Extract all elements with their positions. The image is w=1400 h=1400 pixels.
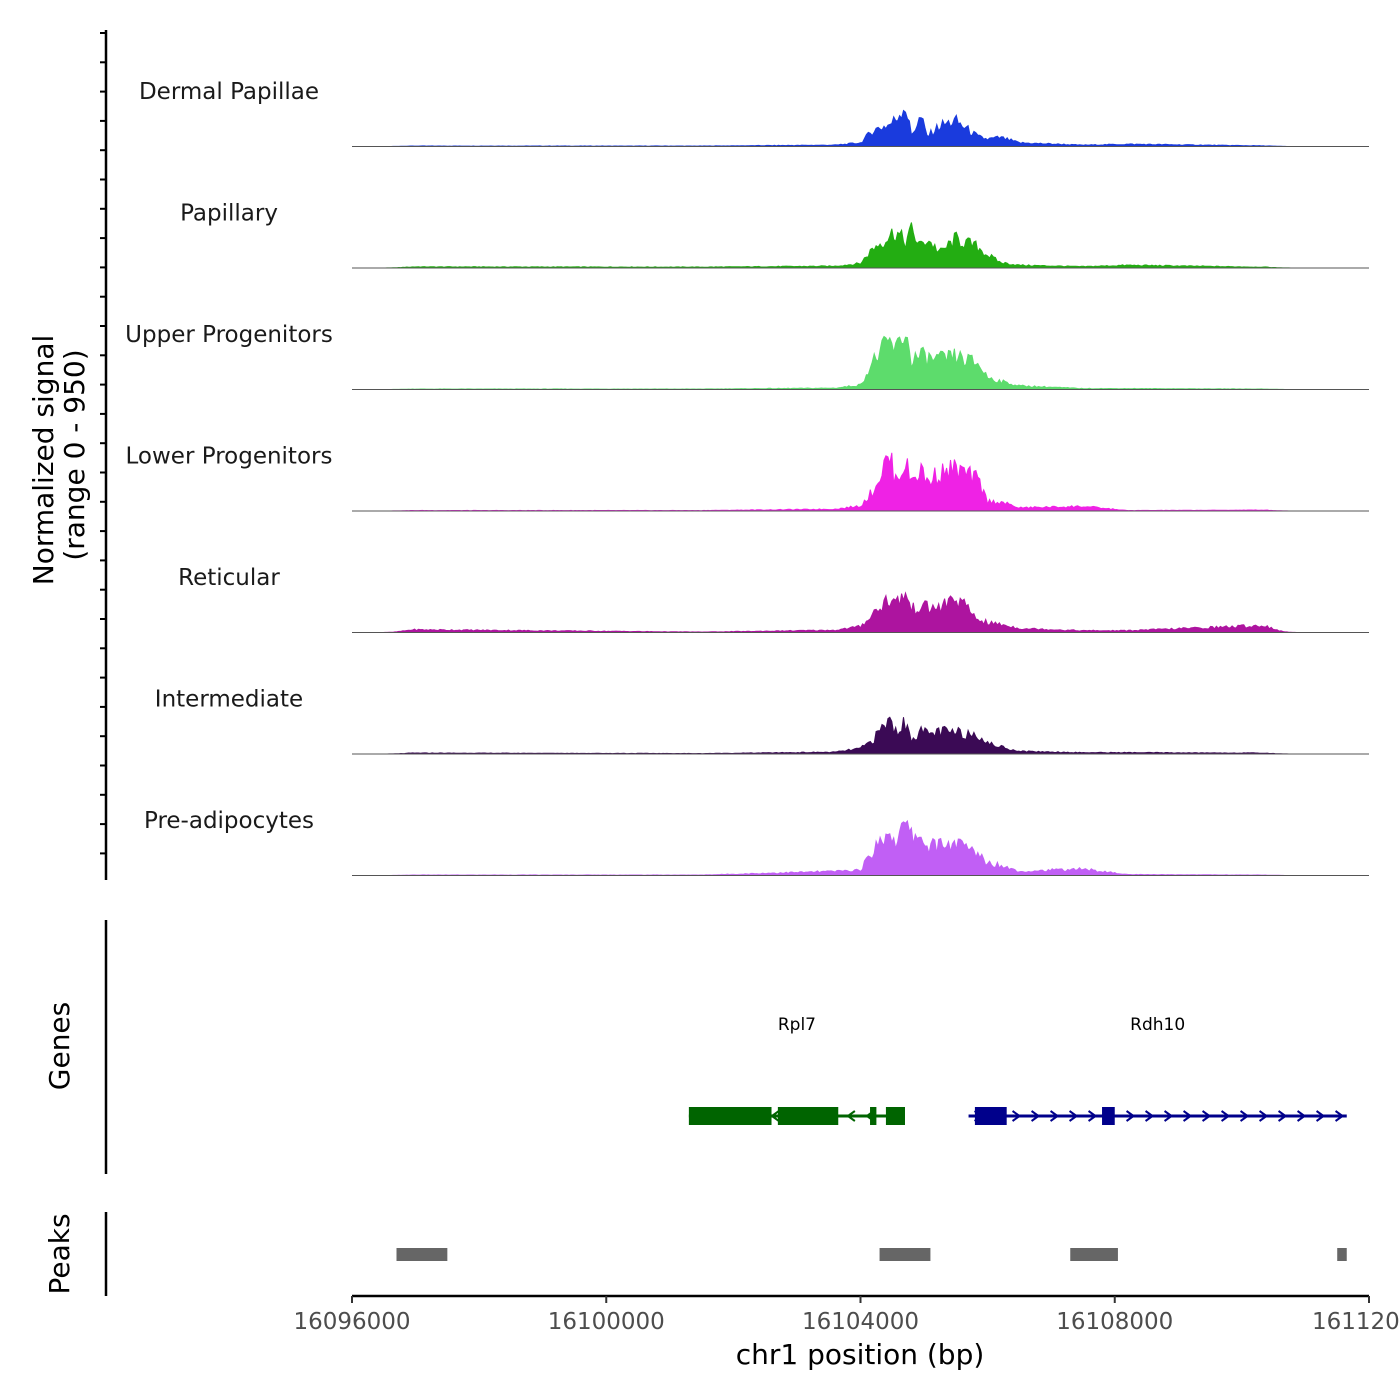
strand-arrow — [1277, 1110, 1288, 1122]
signal-area — [352, 222, 1369, 269]
x-tick-label: 16100000 — [548, 1309, 665, 1335]
peak-region — [396, 1248, 448, 1261]
x-axis-title: chr1 position (bp) — [736, 1338, 985, 1371]
y-axis-subtitle: (range 0 - 950) — [58, 349, 91, 560]
track-label: Dermal Papillae — [139, 79, 319, 105]
strand-arrow — [1334, 1110, 1345, 1122]
track-label: Intermediate — [155, 687, 303, 713]
strand-arrow — [1239, 1110, 1250, 1122]
gene-rdh10: Rdh10 — [968, 1015, 1347, 1125]
peaks-panel-title: Peaks — [43, 1213, 76, 1294]
signal-area — [352, 591, 1369, 633]
signal-area — [352, 335, 1369, 390]
strand-arrow — [846, 1110, 856, 1122]
strand-arrow — [1296, 1110, 1307, 1122]
strand-arrow — [1049, 1110, 1060, 1122]
peak-region — [1337, 1248, 1347, 1261]
strand-arrow — [1125, 1110, 1136, 1122]
strand-arrow — [1068, 1110, 1079, 1122]
strand-arrow — [770, 1110, 780, 1122]
strand-arrow — [1182, 1110, 1193, 1122]
gene-exon — [777, 1107, 839, 1125]
genes-panel: Rpl7 Rdh10 — [688, 1015, 1347, 1125]
strand-arrow — [1163, 1110, 1174, 1122]
gene-rpl7: Rpl7 — [688, 1015, 905, 1125]
strand-arrow — [1011, 1110, 1022, 1122]
x-tick-label: 16108000 — [1056, 1309, 1173, 1335]
strand-arrow — [1258, 1110, 1269, 1122]
track-label: Papillary — [180, 201, 278, 227]
track-label: Lower Progenitors — [126, 444, 333, 470]
track-reticular: Reticular — [178, 565, 1369, 633]
strand-arrow — [1144, 1110, 1155, 1122]
x-axis-ticks: 16096000 16100000 16104000 16108000 16112000 — [293, 1296, 1400, 1335]
signal-area — [352, 452, 1369, 512]
track-label: Upper Progenitors — [125, 322, 333, 348]
x-tick-label: 16104000 — [802, 1309, 919, 1335]
gene-exon — [870, 1107, 877, 1125]
strand-arrow — [1220, 1110, 1231, 1122]
gene-label: Rpl7 — [778, 1015, 816, 1035]
track-pre-adipocytes: Pre-adipocytes — [144, 808, 1369, 876]
gene-exon — [688, 1107, 772, 1125]
y-axis-title: Normalized signal — [27, 335, 60, 586]
track-upper-progenitors: Upper Progenitors — [125, 322, 1369, 390]
gene-label: Rdh10 — [1130, 1015, 1185, 1035]
strand-arrow — [1315, 1110, 1326, 1122]
gene-exon — [974, 1107, 1007, 1125]
track-intermediate: Intermediate — [155, 687, 1369, 755]
x-tick-label: 16112000 — [1312, 1309, 1400, 1335]
track-lower-progenitors: Lower Progenitors — [126, 444, 1369, 512]
strand-arrow — [1087, 1110, 1098, 1122]
gene-exon — [1102, 1107, 1115, 1125]
peak-region — [879, 1248, 931, 1261]
peak-region — [1070, 1248, 1118, 1261]
strand-arrow — [1201, 1110, 1212, 1122]
strand-arrow — [1030, 1110, 1041, 1122]
genes-panel-title: Genes — [43, 1002, 76, 1090]
signal-area — [352, 819, 1369, 876]
signal-area — [352, 716, 1369, 755]
x-tick-label: 16096000 — [293, 1309, 410, 1335]
peaks-panel — [396, 1248, 1347, 1261]
signal-tracks: Dermal Papillae Papillary Upper Progenitor… — [125, 79, 1369, 876]
signal-area — [352, 109, 1369, 147]
track-label: Reticular — [178, 565, 280, 591]
track-dermal-papillae: Dermal Papillae — [139, 79, 1369, 147]
signal-axis-ticks — [100, 32, 106, 855]
track-label: Pre-adipocytes — [144, 808, 314, 834]
track-papillary: Papillary — [180, 201, 1369, 269]
gene-exon — [885, 1107, 905, 1125]
